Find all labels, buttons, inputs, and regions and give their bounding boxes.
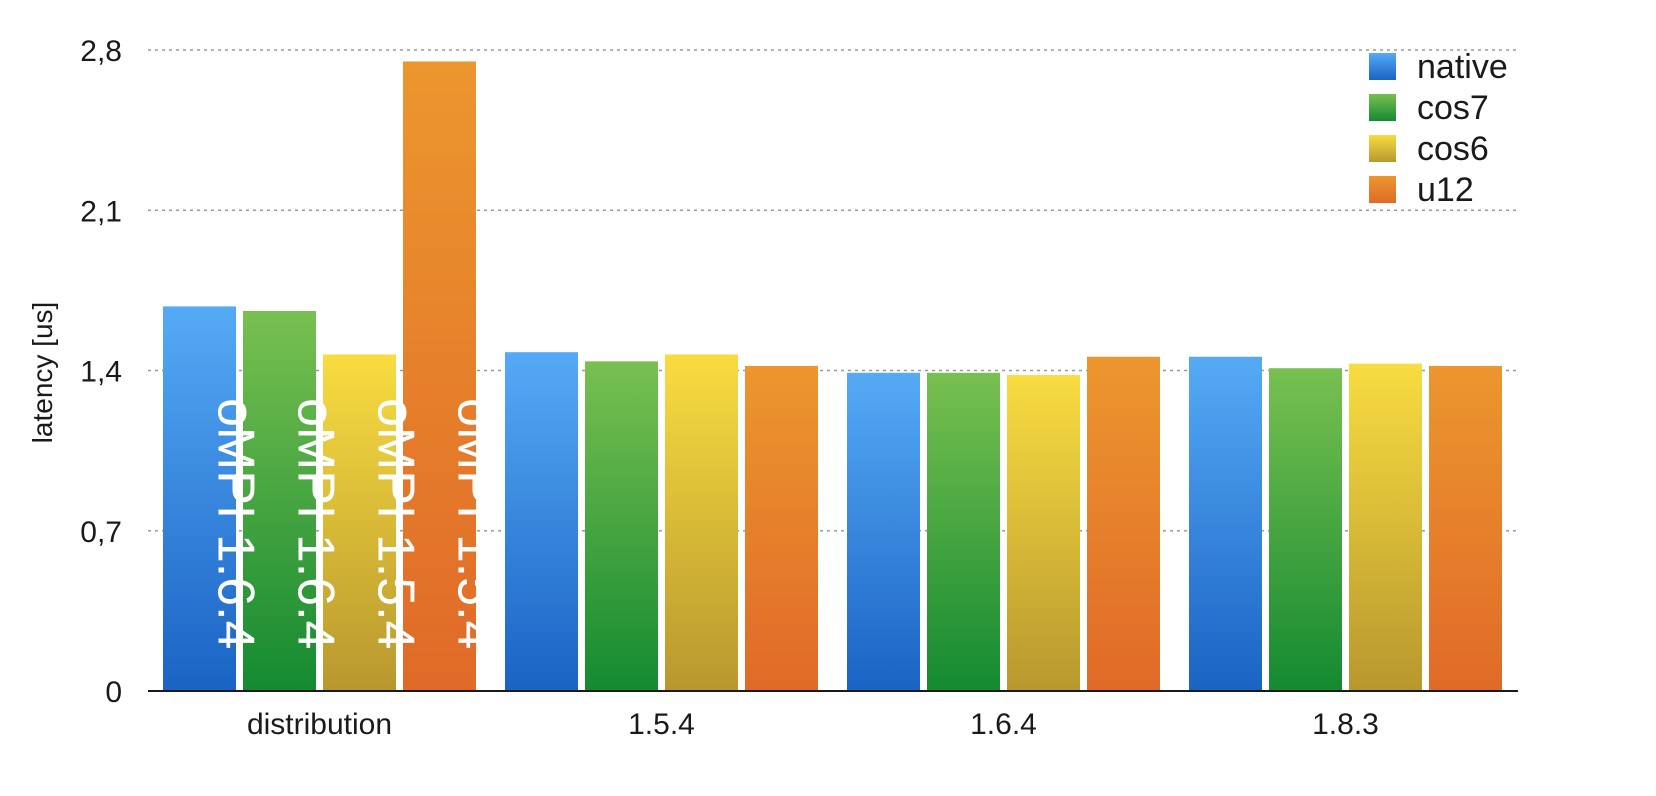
bar-native-distribution xyxy=(163,306,236,691)
bar-cos7-1.6.4 xyxy=(927,372,1000,691)
legend-label-cos6: cos6 xyxy=(1417,130,1489,168)
bar-annotation: oMPI 1.6.4 xyxy=(207,398,265,649)
bar-native-1.6.4 xyxy=(847,372,920,691)
y-axis-title: latency [us] xyxy=(27,302,58,444)
legend-label-u12: u12 xyxy=(1417,171,1474,209)
x-axis-ticks: distribution 1.5.4 1.6.4 1.8.3 xyxy=(247,708,1379,741)
bar-u12-1.8.3 xyxy=(1429,365,1502,691)
legend-swatch-u12 xyxy=(1369,176,1396,203)
bar-cos6-distribution xyxy=(323,354,396,691)
x-tick-label: 1.8.3 xyxy=(1312,708,1379,741)
bars xyxy=(163,61,1502,692)
y-tick-label: 2,8 xyxy=(80,35,122,68)
y-tick-label: 2,1 xyxy=(80,195,122,228)
bar-native-1.5.4 xyxy=(505,352,578,691)
bar-cos6-1.6.4 xyxy=(1007,375,1080,691)
bar-annotation: oMPI 1.6.4 xyxy=(287,398,345,649)
y-tick-label: 0,7 xyxy=(80,516,122,549)
y-tick-label: 1,4 xyxy=(80,356,122,389)
y-tick-label: 0 xyxy=(105,676,122,709)
bar-annotation: oMPI 1.5.4 xyxy=(447,398,505,649)
bar-u12-1.6.4 xyxy=(1087,356,1160,691)
legend-swatch-cos7 xyxy=(1369,94,1396,121)
bar-cos6-1.8.3 xyxy=(1349,363,1422,691)
legend-swatch-native xyxy=(1369,53,1396,80)
bar-annotation: oMPI 1.5.4 xyxy=(367,398,425,649)
x-tick-label: 1.6.4 xyxy=(970,708,1037,741)
legend-swatch-cos6 xyxy=(1369,135,1396,162)
bar-cos7-1.5.4 xyxy=(585,361,658,691)
bar-native-1.8.3 xyxy=(1189,356,1262,691)
legend-label-native: native xyxy=(1417,48,1508,86)
legend-label-cos7: cos7 xyxy=(1417,89,1489,127)
bar-annotations: oMPI 1.6.4 oMPI 1.6.4 oMPI 1.5.4 oMPI 1.5.4 xyxy=(207,398,505,649)
x-tick-label: 1.5.4 xyxy=(628,708,695,741)
bar-cos6-1.5.4 xyxy=(665,354,738,691)
y-axis-ticks: 0 0,7 1,4 2,1 2,8 xyxy=(80,35,122,709)
x-tick-label: distribution xyxy=(247,708,392,741)
bar-cos7-1.8.3 xyxy=(1269,368,1342,691)
bar-cos7-distribution xyxy=(243,310,316,691)
bar-u12-1.5.4 xyxy=(745,365,818,691)
bar-u12-distribution xyxy=(403,61,476,692)
